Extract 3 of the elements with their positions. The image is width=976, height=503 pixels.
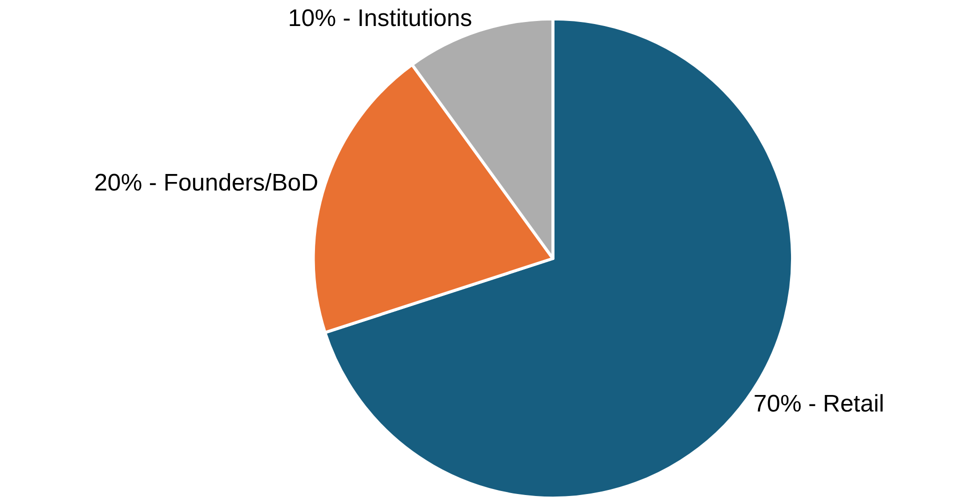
slice-label: 10% - Institutions xyxy=(288,4,472,32)
slice-label: 20% - Founders/BoD xyxy=(94,170,318,197)
slice-label: 70% - Retail xyxy=(754,390,884,418)
